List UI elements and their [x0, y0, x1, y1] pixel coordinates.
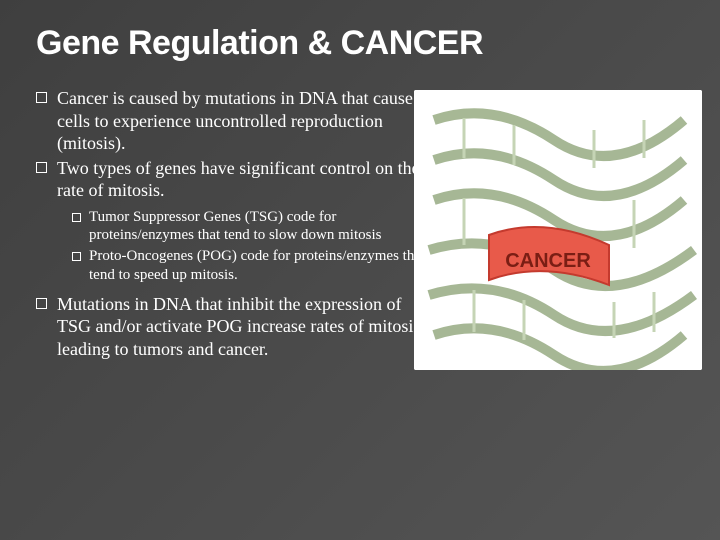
square-bullet-icon — [72, 213, 81, 222]
sub-bullet-text: Tumor Suppressor Genes (TSG) code for pr… — [89, 208, 426, 246]
slide-container: Gene Regulation & CANCER Cancer is cause… — [0, 0, 720, 540]
bullet-text: Cancer is caused by mutations in DNA tha… — [57, 87, 426, 155]
bullet-item: Two types of genes have significant cont… — [36, 157, 426, 202]
main-bullet-list-2: Mutations in DNA that inhibit the expres… — [36, 293, 426, 361]
bullet-item: Cancer is caused by mutations in DNA tha… — [36, 87, 426, 155]
bullet-text: Mutations in DNA that inhibit the expres… — [57, 293, 426, 361]
square-bullet-icon — [36, 162, 47, 173]
main-bullet-list: Cancer is caused by mutations in DNA tha… — [36, 87, 426, 202]
square-bullet-icon — [36, 298, 47, 309]
sub-bullet-item: Proto-Oncogenes (POG) code for proteins/… — [72, 247, 426, 285]
square-bullet-icon — [72, 252, 81, 261]
bullet-text: Two types of genes have significant cont… — [57, 157, 426, 202]
bullet-item: Mutations in DNA that inhibit the expres… — [36, 293, 426, 361]
slide-title: Gene Regulation & CANCER — [36, 24, 684, 63]
sub-bullet-item: Tumor Suppressor Genes (TSG) code for pr… — [72, 208, 426, 246]
cancer-label: CANCER — [505, 250, 591, 272]
dna-helix-icon: CANCER — [414, 90, 702, 370]
square-bullet-icon — [36, 92, 47, 103]
sub-bullet-text: Proto-Oncogenes (POG) code for proteins/… — [89, 247, 426, 285]
dna-cancer-image: CANCER — [414, 90, 702, 370]
sub-bullet-list: Tumor Suppressor Genes (TSG) code for pr… — [72, 208, 426, 285]
text-column: Cancer is caused by mutations in DNA tha… — [36, 87, 426, 362]
